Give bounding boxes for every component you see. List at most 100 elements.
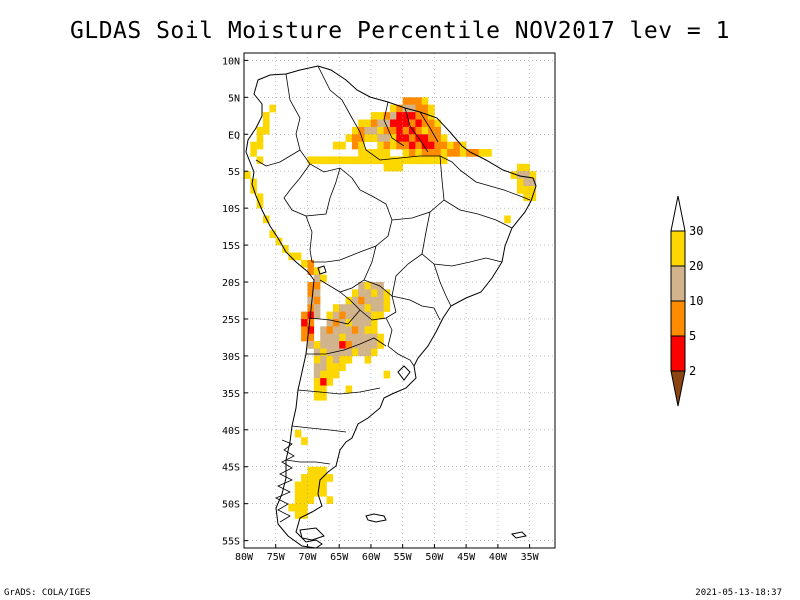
anomaly-cell xyxy=(364,319,372,327)
anomaly-cell xyxy=(402,156,410,165)
anomaly-cell xyxy=(345,304,353,312)
anomaly-cell xyxy=(358,119,365,128)
anomaly-cell xyxy=(326,341,334,349)
anomaly-cell xyxy=(428,104,435,113)
anomaly-cell xyxy=(313,370,321,379)
anomaly-cell xyxy=(370,134,378,142)
anomaly-cell xyxy=(364,296,372,305)
anomaly-cell xyxy=(440,149,448,157)
anomaly-cell xyxy=(370,311,378,320)
anomaly-cell xyxy=(516,163,524,172)
anomaly-cell xyxy=(332,156,340,165)
anomaly-cell xyxy=(345,341,353,349)
lat-tick-label: 5S xyxy=(228,167,240,178)
anomaly-cell xyxy=(294,252,302,261)
colorbar-segment xyxy=(670,335,686,372)
anomaly-cell xyxy=(415,149,422,157)
anomaly-cell xyxy=(402,119,410,128)
anomaly-cell xyxy=(370,326,378,335)
anomaly-cell xyxy=(466,149,473,157)
anomaly-cell xyxy=(332,141,340,150)
anomaly-cell xyxy=(434,126,441,135)
colorbar-top-arrow xyxy=(670,195,686,232)
anomaly-cell xyxy=(453,149,460,157)
anomaly-cell xyxy=(440,141,448,150)
country-borders xyxy=(255,65,531,465)
anomaly-cell xyxy=(510,171,518,179)
anomaly-cell xyxy=(256,156,264,165)
anomaly-cell xyxy=(529,186,537,194)
anomaly-cell xyxy=(326,378,334,386)
anomaly-cell xyxy=(301,319,308,327)
anomaly-cell xyxy=(383,126,391,135)
anomaly-cell xyxy=(428,149,435,157)
anomaly-cell xyxy=(364,348,372,357)
anomaly-cell xyxy=(370,333,378,342)
anomaly-cell xyxy=(523,178,530,187)
lat-tick-label: 55S xyxy=(222,537,240,548)
anomaly-cell xyxy=(256,134,264,142)
anomaly-cell xyxy=(313,341,321,349)
anomaly-cell xyxy=(320,333,327,342)
lake-titicaca xyxy=(317,265,327,275)
anomaly-cell xyxy=(307,267,315,275)
anomaly-cell xyxy=(390,134,397,142)
anomaly-cell xyxy=(421,119,429,128)
anomaly-cell xyxy=(358,311,365,320)
anomaly-cell xyxy=(313,311,321,320)
lon-tick-label: 75W xyxy=(267,552,286,563)
anomaly-cell xyxy=(409,126,416,135)
anomaly-cell xyxy=(377,126,384,135)
anomaly-cell xyxy=(307,326,315,335)
anomaly-cell xyxy=(358,282,365,290)
anomaly-cell xyxy=(370,304,378,312)
anomaly-cell xyxy=(332,370,340,379)
anomaly-cell xyxy=(383,149,391,157)
anomaly-cell xyxy=(339,156,346,165)
anomaly-cell xyxy=(301,503,308,512)
anomaly-cell xyxy=(313,355,321,364)
anomaly-cell xyxy=(332,304,340,312)
anomaly-cell xyxy=(364,304,372,312)
anomaly-cell xyxy=(377,119,384,128)
anomaly-cell xyxy=(294,488,302,497)
anomaly-cell xyxy=(364,126,372,135)
anomaly-cell xyxy=(390,156,397,165)
colorbar-bottom-arrow xyxy=(670,370,686,407)
anomaly-cell xyxy=(409,119,416,128)
anomaly-cell xyxy=(358,296,365,305)
lon-tick-label: 50W xyxy=(425,552,444,563)
anomaly-cell xyxy=(364,282,372,290)
anomaly-cell xyxy=(409,112,416,120)
anomaly-cell xyxy=(415,141,422,150)
anomaly-cell xyxy=(345,355,353,364)
anomaly-cell xyxy=(396,119,403,128)
anomaly-cell xyxy=(358,319,365,327)
anomaly-cell xyxy=(358,126,365,135)
anomaly-cell xyxy=(377,296,384,305)
anomaly-cell xyxy=(313,385,321,394)
coastline-layer xyxy=(245,65,537,549)
anomaly-cell xyxy=(294,503,302,512)
anomaly-cell xyxy=(358,304,365,312)
lat-tick-label: 40S xyxy=(222,426,240,437)
anomaly-cell xyxy=(320,355,327,364)
anomaly-cell xyxy=(263,126,270,135)
anomaly-cell xyxy=(358,141,365,150)
anomaly-cell xyxy=(307,496,315,504)
anomaly-cell xyxy=(326,326,334,335)
anomaly-cell xyxy=(269,230,276,238)
anomaly-cell xyxy=(313,363,321,371)
anomaly-cell xyxy=(370,348,378,357)
anomaly-cell xyxy=(307,259,315,268)
anomaly-cell xyxy=(472,149,480,157)
anomaly-cell xyxy=(332,355,340,364)
anomaly-cell xyxy=(358,289,365,298)
anomaly-cell xyxy=(421,104,429,113)
anomaly-cell xyxy=(250,141,257,150)
anomaly-cell xyxy=(364,119,372,128)
anomaly-cell xyxy=(351,296,359,305)
anomaly-cell xyxy=(377,134,384,142)
anomaly-cell xyxy=(428,119,435,128)
